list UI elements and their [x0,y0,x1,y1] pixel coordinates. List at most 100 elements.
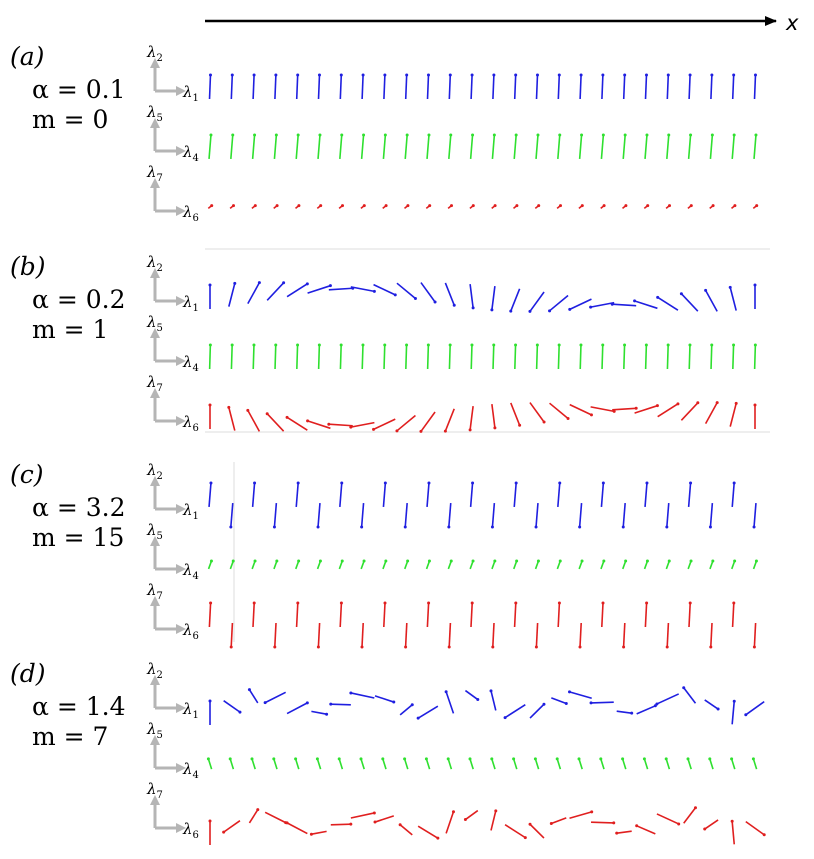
field-arrow-head [372,811,376,815]
field-arrow [513,602,517,628]
field-arrow [590,406,615,413]
field-arrow-head [403,525,407,529]
field-arrow-head [704,288,708,292]
field-arrow [513,134,517,160]
field-arrow-head [568,690,572,694]
field-arrow [578,758,583,770]
field-arrow-head [635,824,639,828]
field-arrow [339,482,343,508]
field-arrow-head [580,204,584,208]
field-arrow [616,830,632,834]
field-arrow [404,134,408,160]
field-arrow-head [580,133,584,137]
field-arrow-head [676,402,680,406]
field-arrow [248,689,259,704]
field-arrow-head [470,343,474,347]
axis-vertical-label: λ2 [146,660,163,681]
field-arrow [295,74,299,100]
field-arrow [569,298,592,311]
field-arrow-head [728,285,732,289]
field-arrow-head [275,559,279,563]
field-arrow-head [285,821,289,825]
field-arrow-head [542,420,546,424]
field-arrow-head [265,412,269,416]
field-arrow [228,407,236,431]
field-arrow-head [688,601,692,605]
field-arrow [396,282,416,300]
field-arrow [469,482,474,508]
field-arrow-head [381,757,385,761]
field-arrow [512,758,518,770]
field-arrow-head [518,423,522,427]
field-arrow-head [557,601,561,605]
field-arrow [469,283,474,309]
field-arrow [529,703,545,719]
field-arrow-head [256,808,260,812]
field-arrow [600,758,605,770]
field-arrow-head [578,525,582,529]
field-arrow-head [444,690,448,694]
field-arrow-head [361,73,365,77]
field-arrow-head [696,401,700,405]
field-arrow-head [642,757,646,761]
field-arrow [361,74,364,100]
field-arrow [557,74,561,100]
field-arrow [569,403,592,416]
field-arrow [656,693,680,705]
field-arrow-head [339,343,343,347]
field-arrow-head [623,133,627,137]
field-arrow-head [633,299,637,303]
field-arrow-head [463,818,467,822]
field-arrow [704,289,718,312]
panel-a: (a) α = 0.1m = 0 λ2 λ1 λ5 λ4 λ7 λ6 [10,42,759,224]
field-arrow-head [656,295,660,299]
field-arrow-head [589,305,593,309]
panel-tag: (b) [10,252,46,281]
field-arrow-head [537,204,541,208]
field-arrow [710,622,713,648]
row-green: λ5 λ4 [146,103,758,164]
field-arrow-head [753,283,757,287]
field-arrow [464,689,479,701]
field-arrow [208,602,212,628]
field-arrow [360,502,365,528]
field-arrow [251,758,256,770]
field-arrow-head [449,559,453,563]
field-arrow [600,134,605,160]
field-arrow-head [533,757,537,761]
field-arrow [470,344,473,370]
field-arrow-head [296,601,300,605]
field-arrow-head [208,283,212,287]
field-arrow [666,622,670,648]
field-arrow-head [231,133,235,137]
field-arrow-head [610,302,614,306]
axis-vertical-label: λ7 [146,373,163,394]
field-arrow [601,602,604,628]
field-arrow-head [319,204,323,208]
field-arrow [470,602,473,628]
field-arrow-head [624,204,628,208]
axis-vertical-label: λ5 [146,521,163,542]
field-arrow-head [492,73,496,77]
field-arrow [396,414,416,432]
field-arrow [551,817,567,825]
field-arrow-head [732,73,736,77]
field-arrow [644,344,648,370]
field-arrow-head [247,688,251,692]
axis-vertical-label: λ7 [146,581,163,602]
field-arrow [591,821,614,824]
field-arrow-head [730,757,734,761]
field-arrow-head [285,415,289,419]
field-arrow-head [427,133,431,137]
field-arrow-head [471,481,475,485]
field-arrow [399,704,413,716]
field-arrow-head [384,559,388,563]
panel-tag: (c) [10,460,44,489]
field-arrow-head [410,703,414,707]
field-arrow [208,482,212,508]
field-arrow [490,690,497,711]
field-arrow [350,692,375,699]
panel-m: m = 15 [32,523,124,552]
field-arrow-head [666,343,670,347]
field-arrow-head [682,686,686,690]
